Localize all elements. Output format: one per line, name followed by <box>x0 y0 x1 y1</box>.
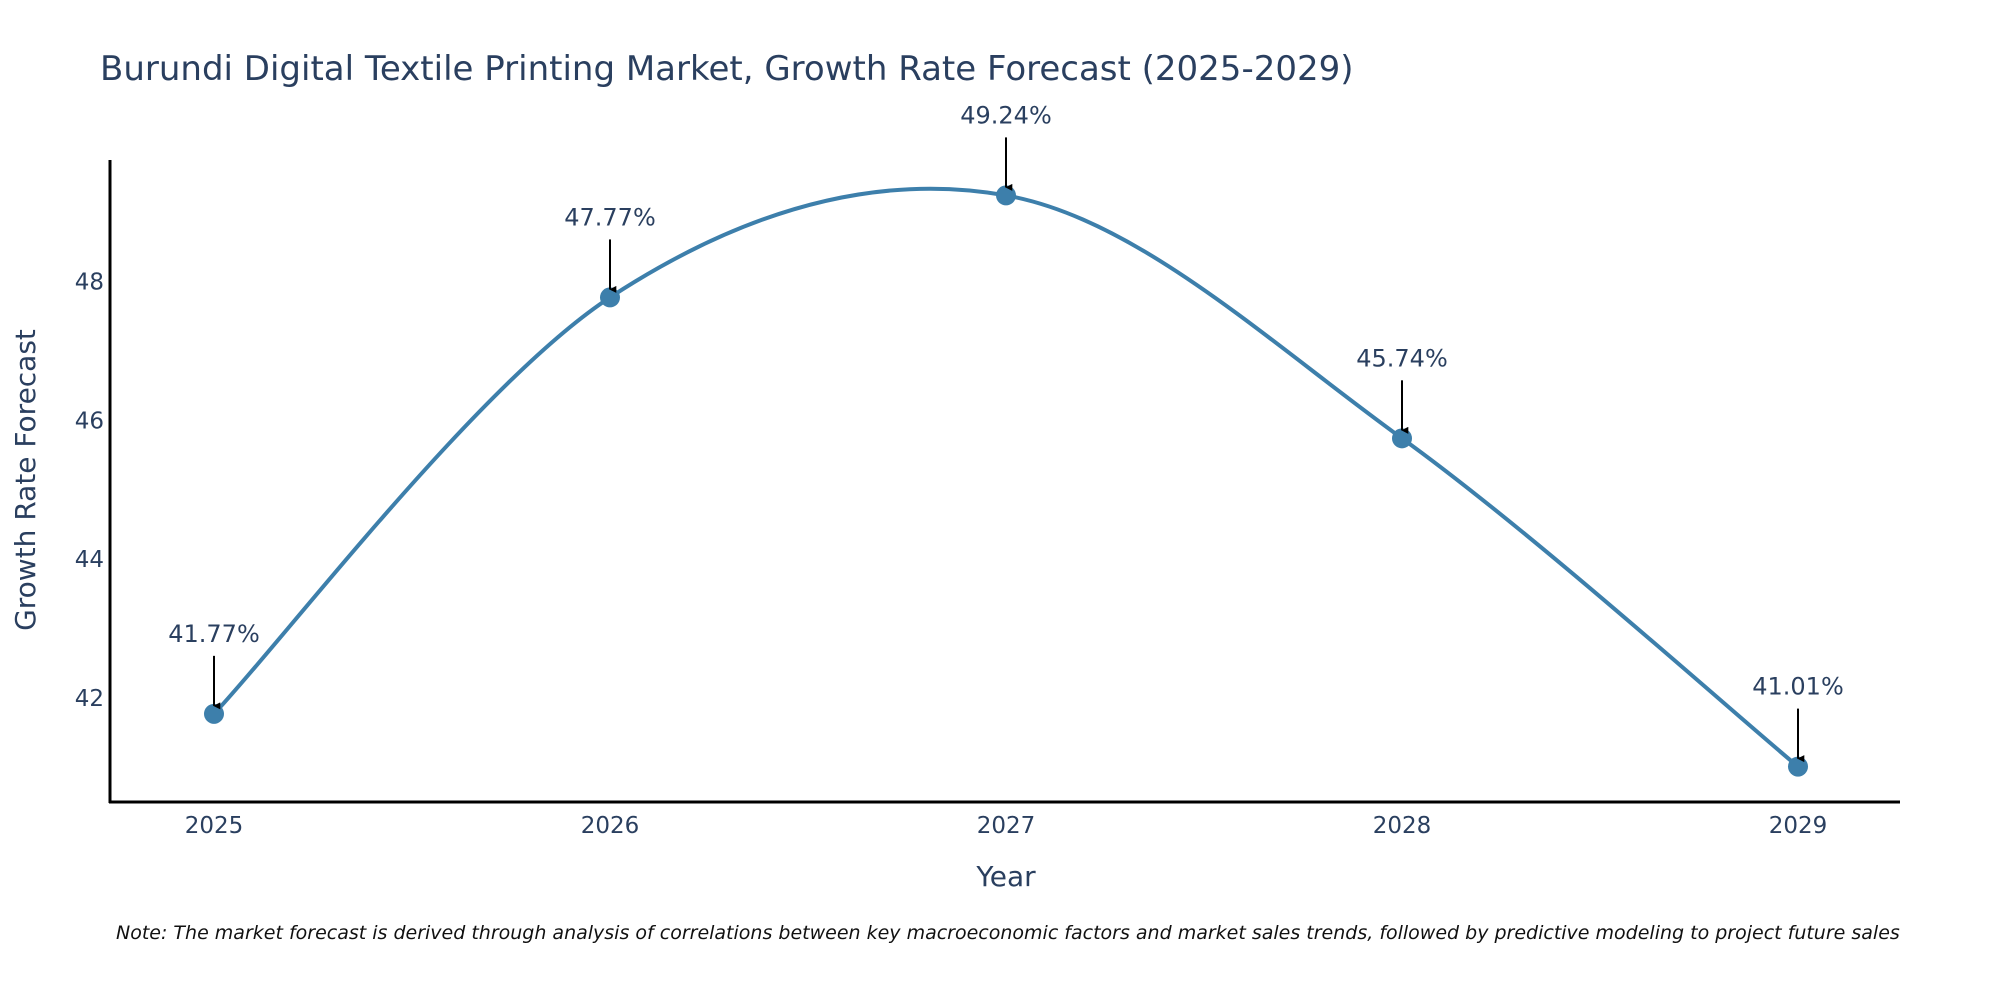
y-axis-title: Growth Rate Forecast <box>9 329 42 631</box>
data-label: 45.74% <box>1356 344 1448 372</box>
x-tick-label: 2028 <box>1373 813 1432 839</box>
chart-title: Burundi Digital Textile Printing Market,… <box>100 49 1354 89</box>
x-tick-label: 2026 <box>581 813 640 839</box>
data-point <box>204 703 224 724</box>
data-point <box>600 287 620 308</box>
x-axis-title: Year <box>975 860 1036 893</box>
series-line <box>212 186 1800 769</box>
y-tick-label: 44 <box>75 547 104 573</box>
data-label: 41.01% <box>1752 673 1844 701</box>
y-tick-label: 42 <box>75 686 104 712</box>
x-tick-label: 2027 <box>977 813 1036 839</box>
x-tick-label: 2025 <box>185 813 244 839</box>
x-tick-label: 2029 <box>1769 813 1828 839</box>
chart-note: Note: The market forecast is derived thr… <box>116 922 1900 944</box>
data-label: 47.77% <box>564 203 656 231</box>
data-point <box>1392 428 1412 449</box>
y-tick-label: 48 <box>75 269 104 295</box>
y-tick-label: 46 <box>75 408 104 434</box>
data-label: 49.24% <box>960 101 1052 129</box>
data-point <box>996 185 1016 206</box>
plot-area: 42 44 46 48 2025 2026 2027 2028 2029 41.77% 47.77%… <box>75 101 1900 839</box>
data-point <box>1788 756 1808 777</box>
data-label: 41.77% <box>168 620 260 648</box>
